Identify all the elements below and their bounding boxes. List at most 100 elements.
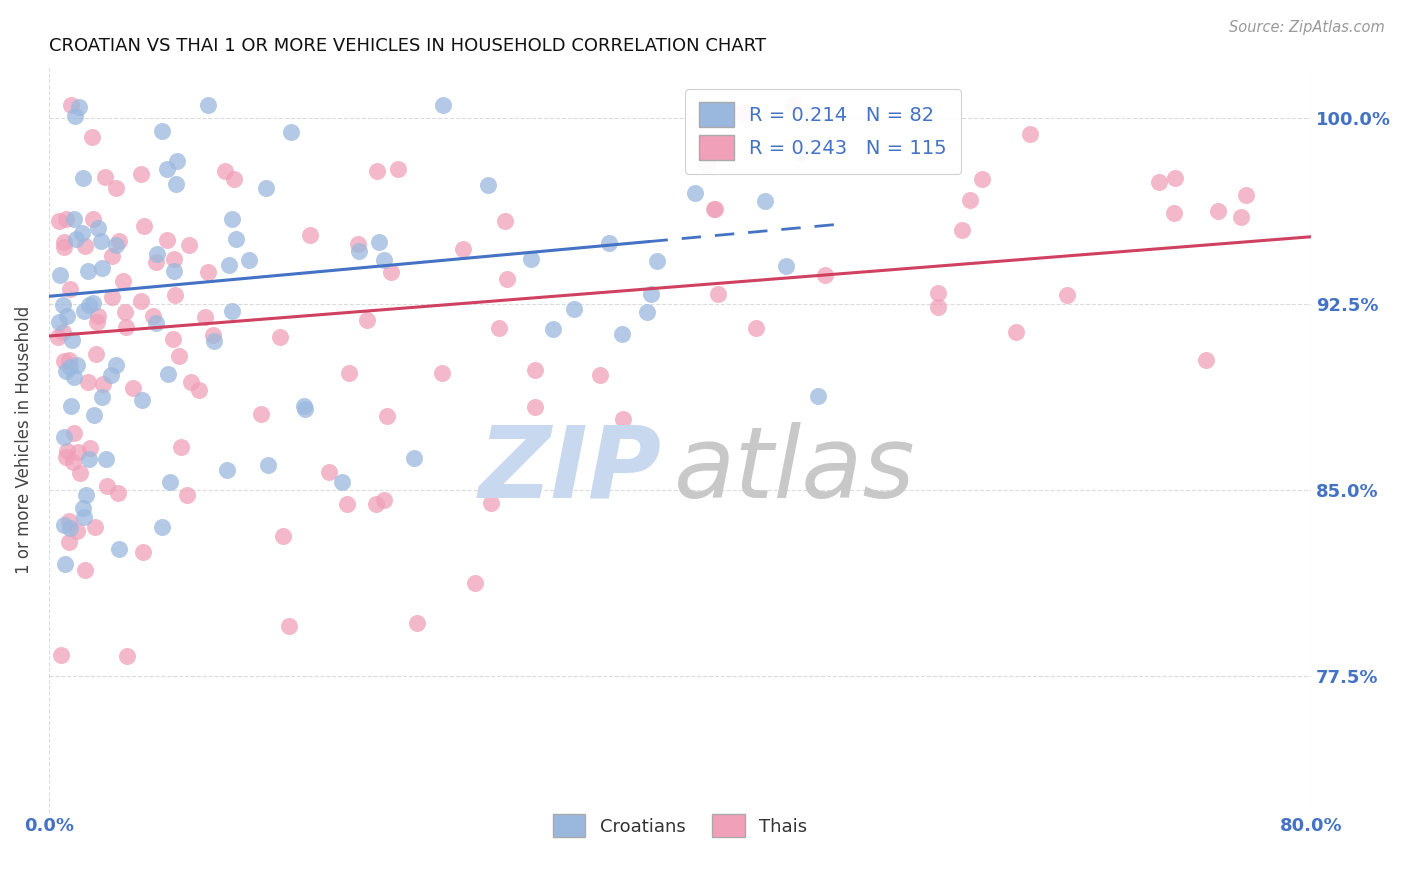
Point xyxy=(1149,175,1171,189)
Text: Source: ZipAtlas.com: Source: ZipAtlas.com xyxy=(1229,20,1385,35)
Point xyxy=(145,255,167,269)
Point xyxy=(479,496,502,510)
Point xyxy=(67,100,90,114)
Point xyxy=(598,236,620,251)
Point xyxy=(250,407,273,421)
Point xyxy=(108,541,131,556)
Point xyxy=(69,466,91,480)
Point xyxy=(1206,203,1229,218)
Point xyxy=(589,368,612,383)
Point xyxy=(115,649,138,664)
Point xyxy=(754,194,776,208)
Point xyxy=(104,237,127,252)
Point xyxy=(162,332,184,346)
Point xyxy=(612,327,634,342)
Point xyxy=(59,400,82,414)
Point xyxy=(72,170,94,185)
Point xyxy=(66,358,89,372)
Point xyxy=(146,247,169,261)
Point xyxy=(115,319,138,334)
Point xyxy=(150,520,173,534)
Point xyxy=(451,242,474,256)
Point xyxy=(145,316,167,330)
Point xyxy=(782,98,804,112)
Point xyxy=(488,321,510,335)
Point xyxy=(366,497,388,511)
Point xyxy=(87,309,110,323)
Point xyxy=(225,232,247,246)
Point xyxy=(745,321,768,335)
Point xyxy=(377,409,399,424)
Point xyxy=(477,178,499,192)
Point xyxy=(165,177,187,191)
Point xyxy=(132,219,155,233)
Point xyxy=(347,236,370,251)
Point xyxy=(53,558,76,572)
Point xyxy=(640,286,662,301)
Point xyxy=(731,104,754,119)
Point xyxy=(84,520,107,534)
Point xyxy=(63,425,86,440)
Point xyxy=(52,240,75,254)
Point xyxy=(221,212,243,227)
Point xyxy=(176,488,198,502)
Point xyxy=(215,463,238,477)
Point xyxy=(813,268,835,283)
Point xyxy=(56,444,79,458)
Point xyxy=(87,220,110,235)
Point xyxy=(96,478,118,492)
Point xyxy=(179,237,201,252)
Point xyxy=(197,98,219,112)
Point xyxy=(59,282,82,296)
Point xyxy=(131,393,153,408)
Point xyxy=(163,252,186,266)
Point xyxy=(347,244,370,258)
Point xyxy=(46,330,69,344)
Point xyxy=(90,260,112,275)
Point xyxy=(48,315,70,329)
Point xyxy=(105,358,128,372)
Point xyxy=(432,98,454,112)
Point xyxy=(90,234,112,248)
Text: ZIP: ZIP xyxy=(478,422,661,518)
Point xyxy=(404,450,426,465)
Point xyxy=(1164,171,1187,186)
Point xyxy=(49,268,72,282)
Point xyxy=(66,524,89,538)
Point xyxy=(387,162,409,177)
Point xyxy=(257,458,280,473)
Point xyxy=(111,274,134,288)
Point xyxy=(73,304,96,318)
Point xyxy=(121,381,143,395)
Point xyxy=(807,389,830,403)
Point xyxy=(318,466,340,480)
Point xyxy=(66,445,89,459)
Point xyxy=(1005,326,1028,340)
Point xyxy=(1056,288,1078,302)
Point xyxy=(96,451,118,466)
Point xyxy=(105,181,128,195)
Point xyxy=(336,497,359,511)
Point xyxy=(367,235,389,249)
Point xyxy=(1019,127,1042,141)
Point xyxy=(82,211,104,226)
Point xyxy=(60,333,83,347)
Point xyxy=(58,514,80,528)
Point xyxy=(927,300,949,314)
Point xyxy=(214,163,236,178)
Point xyxy=(704,202,727,216)
Point xyxy=(430,366,453,380)
Y-axis label: 1 or more Vehicles in Household: 1 or more Vehicles in Household xyxy=(15,306,32,574)
Point xyxy=(523,400,546,414)
Legend: Croatians, Thais: Croatians, Thais xyxy=(546,807,814,845)
Point xyxy=(298,227,321,242)
Point xyxy=(49,648,72,662)
Point xyxy=(70,226,93,240)
Point xyxy=(142,309,165,323)
Point xyxy=(59,520,82,534)
Point xyxy=(218,258,240,272)
Point xyxy=(1230,210,1253,224)
Point xyxy=(90,390,112,404)
Point xyxy=(100,368,122,382)
Point xyxy=(108,234,131,248)
